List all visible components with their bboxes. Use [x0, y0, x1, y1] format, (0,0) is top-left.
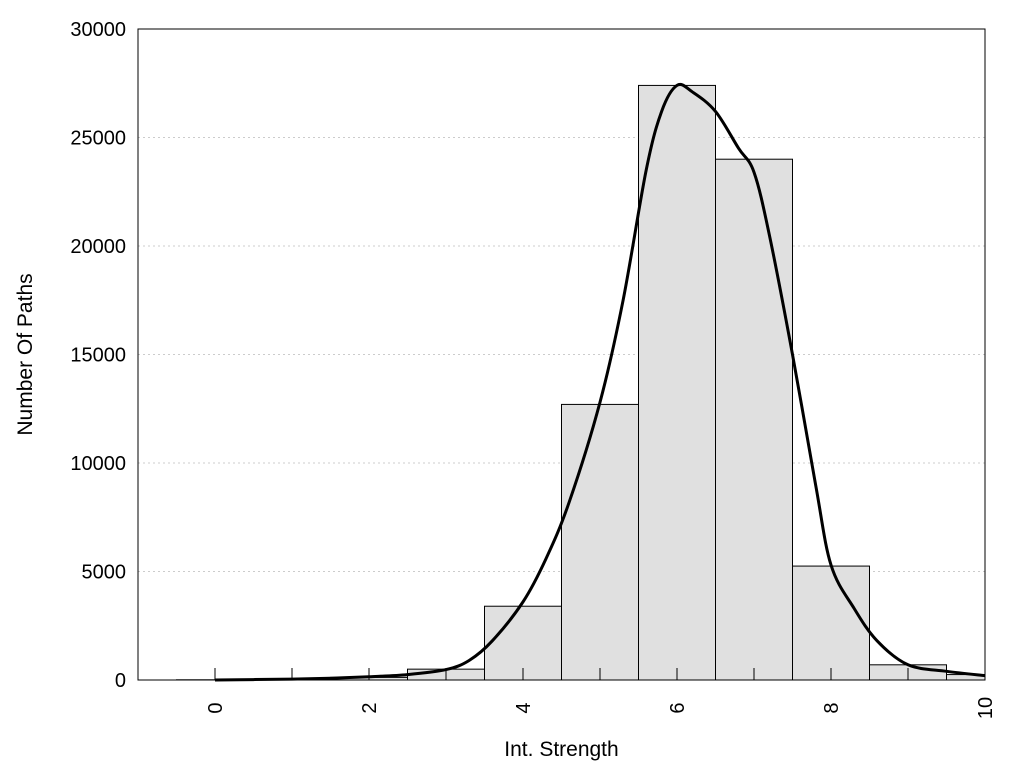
plot-frame	[137, 28, 986, 681]
x-axis-label: Int. Strength	[504, 738, 618, 761]
x-tick-label: 2	[359, 702, 381, 713]
y-tick-label: 30000	[70, 19, 126, 41]
x-axis-ticks: 0 2 4 6 8 10	[205, 668, 997, 719]
histogram-bar	[715, 158, 793, 681]
histogram-bar	[792, 565, 870, 681]
y-tick-label: 15000	[70, 345, 126, 367]
y-tick-label: 0	[115, 670, 126, 692]
histogram-bar	[561, 403, 639, 681]
y-tick-label: 5000	[82, 562, 127, 584]
x-tick-label: 10	[975, 697, 997, 719]
bars-layer	[176, 84, 986, 681]
density-curve	[214, 82, 986, 682]
y-axis-ticks: 0 5000 10000 15000 20000 25000 30000	[70, 19, 126, 692]
x-tick-label: 6	[667, 702, 689, 713]
y-tick-label: 25000	[70, 128, 126, 150]
x-tick-label: 8	[821, 702, 843, 713]
x-tick-label: 0	[205, 702, 227, 713]
x-tick-label: 4	[513, 702, 535, 713]
y-tick-label: 10000	[70, 453, 126, 475]
y-tick-label: 20000	[70, 236, 126, 258]
histogram-bar	[638, 84, 716, 681]
y-axis-label: Number Of Paths	[14, 273, 37, 435]
